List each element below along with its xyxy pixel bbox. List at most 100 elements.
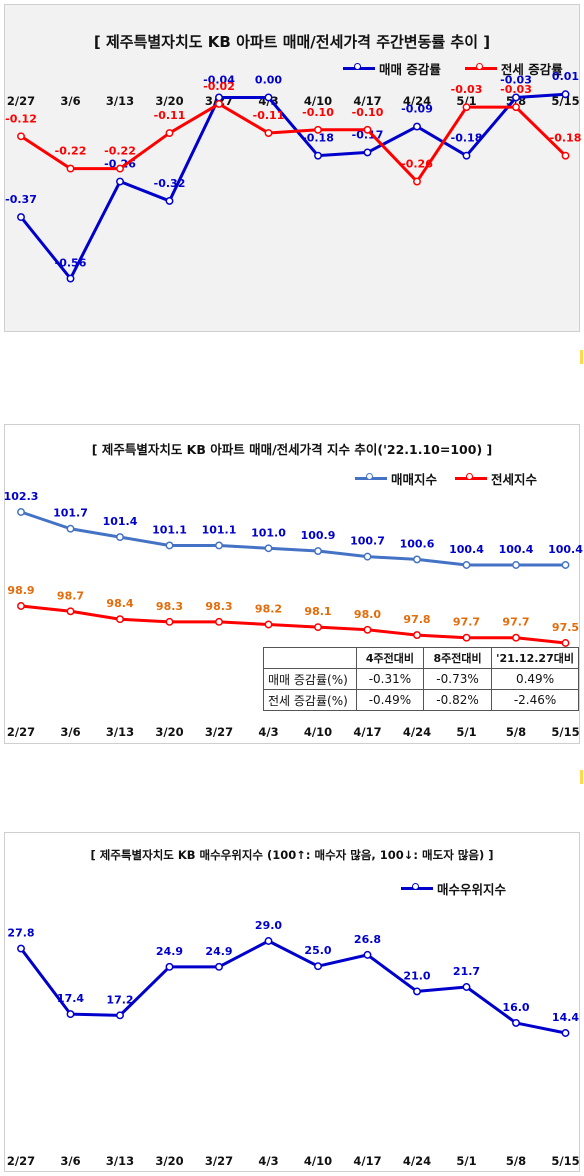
sale-index-data-label: 100.6 bbox=[400, 537, 435, 550]
legend-sale-index-swatch bbox=[355, 473, 387, 480]
jeonse-change-line bbox=[20, 102, 567, 184]
sale-change-point bbox=[165, 196, 174, 205]
sale-change-data-label: -0.37 bbox=[5, 193, 37, 206]
jeonse-index-point bbox=[413, 631, 421, 640]
sale-index-point bbox=[363, 552, 372, 561]
sale-index-point bbox=[561, 561, 570, 569]
sale-index-data-label: 101.1 bbox=[202, 523, 237, 536]
chart3-legend: 매수우위지수 bbox=[401, 879, 506, 898]
x-tick-label: 3/27 bbox=[205, 725, 233, 739]
jeonse-change-point bbox=[165, 129, 174, 137]
jeonse-index-data-label: 97.7 bbox=[453, 616, 480, 629]
jeonse-index-point bbox=[363, 625, 372, 634]
buyer-index-point bbox=[165, 962, 174, 971]
jeonse-index-data-label: 98.3 bbox=[156, 600, 183, 613]
change-summary-table: 4주전대비 8주전대비 '21.12.27대비 매매 증감률(%) -0.31%… bbox=[263, 647, 579, 711]
buyer-index-data-label: 29.0 bbox=[255, 919, 282, 932]
sale-change-data-label: -0.03 bbox=[500, 73, 532, 86]
sale-index-point bbox=[116, 533, 124, 542]
sale-change-point bbox=[413, 122, 421, 131]
jeonse-change-data-label: -0.26 bbox=[401, 158, 433, 171]
sale-change-point bbox=[66, 274, 75, 283]
buyer-index-data-label: 25.0 bbox=[304, 944, 331, 957]
x-tick-label: 3/13 bbox=[106, 725, 134, 739]
buyer-index-chart: [ 제주특별자치도 KB 매수우위지수 (100↑: 매수자 많음, 100↓:… bbox=[4, 832, 580, 1172]
table-corner bbox=[263, 647, 357, 669]
sale-change-data-label: 0.00 bbox=[255, 73, 282, 86]
sale-index-data-label: 100.4 bbox=[449, 543, 484, 556]
buyer-index-data-label: 27.8 bbox=[7, 927, 34, 940]
legend-sale-label: 매매 증감률 bbox=[379, 62, 441, 77]
jeonse-change-data-label: -0.10 bbox=[352, 106, 384, 119]
jeonse-index-data-label: 98.1 bbox=[304, 605, 331, 618]
jeonse-change-data-label: -0.11 bbox=[253, 109, 285, 122]
sale-index-point bbox=[512, 561, 520, 569]
buyer-index-data-label: 21.0 bbox=[403, 969, 430, 982]
jeonse-index-point bbox=[215, 617, 223, 626]
sale-index-line bbox=[20, 510, 566, 567]
chart1-legend: 매매 증감률 전세 증감률 bbox=[343, 59, 563, 78]
sale-index-point bbox=[215, 541, 223, 550]
x-tick-label: 3/27 bbox=[205, 1154, 233, 1168]
row-jeonse-label: 전세 증감률(%) bbox=[263, 689, 357, 711]
cell: 0.49% bbox=[491, 668, 579, 690]
legend-sale-index-label: 매매지수 bbox=[391, 472, 438, 487]
buyer-index-line bbox=[19, 939, 566, 1035]
jeonse-change-data-label: -0.11 bbox=[154, 109, 186, 122]
sale-change-data-label: -0.09 bbox=[401, 103, 433, 116]
buyer-index-point bbox=[116, 1011, 124, 1020]
jeonse-change-point bbox=[314, 125, 322, 134]
yellow-marker bbox=[580, 350, 583, 364]
x-tick-label: 4/24 bbox=[403, 1154, 431, 1168]
legend-jeonse-label: 전세 증감률 bbox=[500, 62, 563, 77]
buyer-index-point bbox=[215, 962, 223, 971]
weekly-change-chart: [ 제주특별자치도 KB 아파트 매매/전세가격 주간변동률 추이 ] 매매 증… bbox=[4, 4, 581, 332]
buyer-index-point bbox=[413, 987, 421, 996]
sale-index-point bbox=[264, 544, 273, 553]
sale-change-data-label: -0.18 bbox=[451, 132, 483, 145]
sale-index-data-label: 100.7 bbox=[350, 535, 385, 548]
jeonse-change-point bbox=[462, 103, 471, 112]
legend-jeonse-index-label: 전세지수 bbox=[491, 472, 538, 487]
sale-change-point bbox=[116, 177, 124, 186]
jeonse-index-data-label: 98.9 bbox=[7, 584, 34, 597]
sale-index-point bbox=[17, 508, 25, 516]
buyer-index-point bbox=[66, 1010, 75, 1019]
jeonse-index-data-label: 97.5 bbox=[552, 621, 579, 634]
jeonse-change-point bbox=[512, 103, 520, 112]
sale-change-point bbox=[314, 151, 322, 160]
col-8weeks: 8주전대비 bbox=[422, 647, 493, 669]
chart2-plot: 102.3 101.7 101.4 101.1 101.1 101.0 100.9 100.7… bbox=[4, 490, 584, 739]
chart2-legend: 매매지수 전세지수 bbox=[355, 469, 537, 488]
jeonse-change-data-label: -0.03 bbox=[500, 83, 532, 96]
x-tick-label: 3/20 bbox=[155, 725, 183, 739]
col-4weeks: 4주전대비 bbox=[355, 647, 424, 669]
jeonse-index-point bbox=[17, 602, 25, 610]
jeonse-change-data-label: -0.02 bbox=[203, 80, 235, 93]
x-tick-label: 4/24 bbox=[403, 725, 431, 739]
sale-index-data-label: 100.9 bbox=[301, 529, 336, 542]
sale-index-data-label: 100.4 bbox=[548, 543, 583, 556]
sale-index-point bbox=[413, 555, 421, 564]
x-tick-label: 3/6 bbox=[60, 94, 80, 108]
buyer-index-data-label: 26.8 bbox=[354, 933, 381, 946]
sale-change-point bbox=[512, 93, 520, 102]
sale-change-data-label: -0.18 bbox=[302, 132, 334, 145]
jeonse-index-data-label: 98.0 bbox=[354, 608, 381, 621]
chart1-plot: 2/273/63/133/203/274/34/104/174/245/15/8… bbox=[5, 70, 581, 283]
x-tick-label: 3/6 bbox=[60, 1154, 80, 1168]
x-tick-label: 5/8 bbox=[506, 1154, 526, 1168]
x-tick-label: 4/10 bbox=[304, 1154, 332, 1168]
jeonse-change-data-label: -0.22 bbox=[55, 145, 87, 158]
jeonse-change-point bbox=[413, 177, 421, 186]
chart3-title: [ 제주특별자치도 KB 매수우위지수 (100↑: 매수자 많음, 100↓:… bbox=[90, 848, 494, 862]
jeonse-change-point bbox=[363, 125, 372, 134]
table-row: 전세 증감률(%) -0.49% -0.82% -2.46% bbox=[263, 689, 579, 711]
jeonse-index-data-label: 97.8 bbox=[403, 613, 430, 626]
x-tick-label: 3/20 bbox=[155, 1154, 183, 1168]
jeonse-index-data-label: 98.3 bbox=[205, 600, 232, 613]
buyer-index-point bbox=[363, 950, 372, 959]
jeonse-index-point bbox=[116, 615, 124, 624]
buyer-index-data-label: 21.7 bbox=[453, 965, 480, 978]
legend-jeonse-swatch bbox=[464, 63, 497, 70]
